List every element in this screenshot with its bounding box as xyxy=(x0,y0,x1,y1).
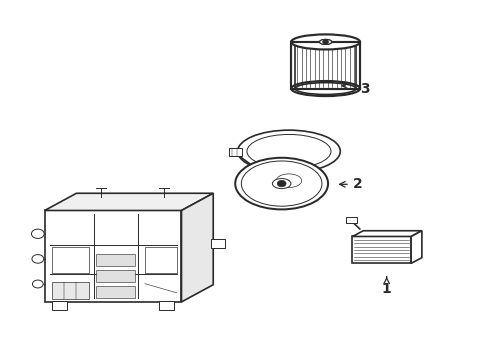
Bar xyxy=(229,148,242,156)
Circle shape xyxy=(277,180,286,187)
Polygon shape xyxy=(45,193,213,211)
Bar xyxy=(211,239,225,248)
Ellipse shape xyxy=(295,83,356,94)
Bar xyxy=(52,282,89,299)
Ellipse shape xyxy=(295,36,356,48)
Polygon shape xyxy=(181,193,213,302)
Bar xyxy=(346,217,357,223)
Bar xyxy=(145,247,176,273)
Text: 2: 2 xyxy=(352,177,362,191)
Circle shape xyxy=(323,40,329,44)
Ellipse shape xyxy=(319,40,332,44)
Bar xyxy=(159,301,174,310)
Ellipse shape xyxy=(272,179,291,189)
Ellipse shape xyxy=(291,35,360,49)
Ellipse shape xyxy=(319,40,332,44)
Ellipse shape xyxy=(238,130,340,172)
Bar xyxy=(45,211,181,302)
Circle shape xyxy=(323,40,329,44)
Bar xyxy=(96,286,135,298)
Circle shape xyxy=(32,280,43,288)
Ellipse shape xyxy=(235,158,328,210)
Text: 1: 1 xyxy=(382,282,392,296)
Bar xyxy=(52,301,67,310)
Circle shape xyxy=(32,255,44,263)
Circle shape xyxy=(31,229,44,238)
Bar xyxy=(96,253,135,266)
Bar xyxy=(52,247,89,273)
Bar xyxy=(96,270,135,282)
Ellipse shape xyxy=(247,134,331,168)
Polygon shape xyxy=(352,231,422,237)
Bar xyxy=(352,237,411,264)
Polygon shape xyxy=(411,231,422,264)
Bar xyxy=(291,42,360,89)
Text: 3: 3 xyxy=(360,82,369,95)
